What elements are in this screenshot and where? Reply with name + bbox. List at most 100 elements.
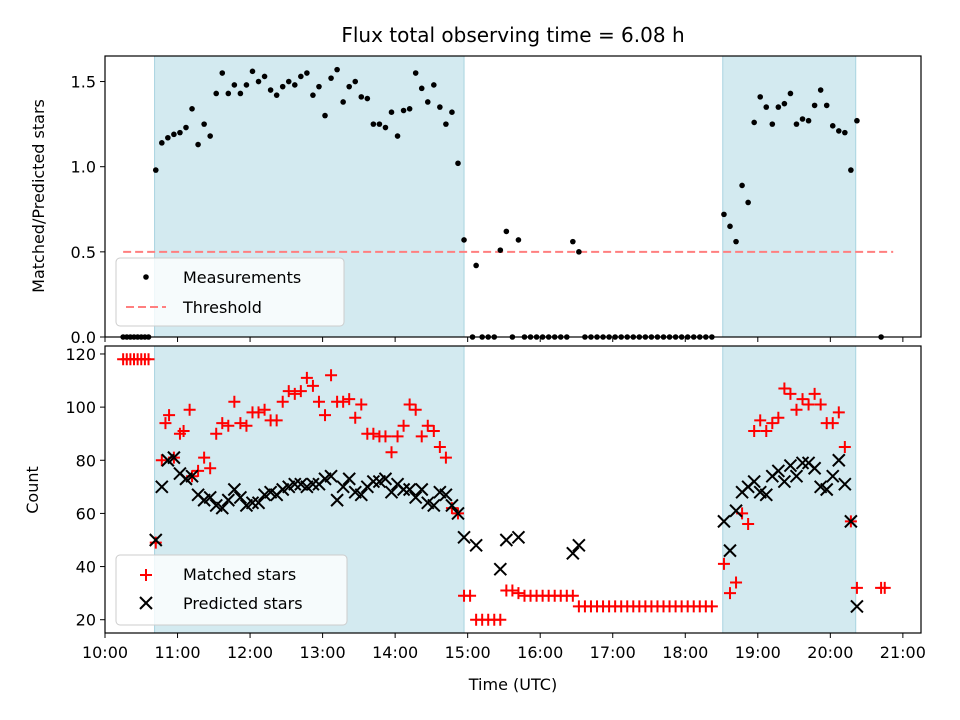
matched-star-point — [494, 613, 507, 626]
measurement-point — [388, 109, 395, 115]
measurement-point — [431, 82, 437, 88]
matched-star-point — [198, 451, 211, 464]
measurement-point — [781, 100, 788, 107]
predicted-star-point — [396, 482, 411, 497]
predicted-star-point — [233, 490, 248, 505]
matched-star-point — [282, 385, 295, 398]
matched-star-point — [512, 587, 525, 600]
predicted-star-point — [149, 533, 163, 547]
predicted-star-point — [499, 533, 514, 547]
legend-matched-marker — [140, 569, 152, 581]
matched-star-point — [349, 411, 362, 424]
matched-star-point — [832, 406, 845, 419]
measurement-point — [152, 167, 159, 173]
predicted-star-point — [771, 464, 786, 478]
measurement-point — [763, 104, 770, 110]
matched-star-point — [772, 411, 785, 424]
measurement-point — [201, 121, 207, 127]
measurement-point — [195, 141, 201, 148]
predicted-star-point — [415, 482, 429, 497]
measurement-point — [811, 102, 818, 109]
x-tick-label: 13:00 — [300, 643, 346, 662]
matched-star-point — [705, 600, 718, 613]
matched-star-point — [397, 419, 410, 432]
predicted-star-point — [838, 477, 852, 491]
matched-star-point — [464, 589, 477, 602]
x-axis-label: Time (UTC) — [468, 675, 557, 694]
matched-star-point — [288, 387, 301, 400]
predicted-star-point — [185, 469, 199, 483]
y-tick-label: 1.0 — [71, 158, 96, 177]
x-tick-label: 11:00 — [154, 643, 200, 662]
measurement-point — [328, 75, 334, 81]
predicted-star-point — [445, 498, 459, 513]
legend-measurements-label: Measurements — [183, 268, 301, 287]
matched-star-point — [427, 425, 440, 438]
predicted-star-point — [221, 493, 236, 507]
predicted-star-point — [566, 546, 580, 560]
matched-star-point — [808, 387, 821, 400]
predicted-star-point — [402, 482, 417, 497]
matched-star-point — [760, 425, 773, 438]
measurement-point — [285, 78, 292, 85]
measurement-point — [340, 99, 346, 105]
matched-star-point — [343, 393, 356, 406]
measurement-point — [189, 105, 195, 112]
matched-star-point — [385, 446, 398, 459]
matched-star-point — [155, 454, 168, 467]
bottom-axes-frame — [104, 345, 922, 634]
measurement-point — [291, 82, 298, 88]
measurement-point — [352, 78, 359, 85]
y-tick-label: 0.5 — [71, 243, 96, 262]
predicted-star-point — [408, 490, 423, 505]
measurement-point — [835, 128, 842, 134]
predicted-star-point — [384, 485, 399, 499]
matched-star-point — [204, 462, 217, 475]
legend-box — [115, 257, 345, 327]
measurement-point — [243, 82, 250, 88]
matched-star-point — [367, 427, 380, 440]
measurement-point — [346, 83, 352, 90]
matched-star-point — [306, 379, 319, 392]
measurement-point — [503, 228, 510, 235]
measurement-point — [418, 85, 425, 92]
measurement-point — [473, 262, 479, 269]
measurement-point — [793, 121, 800, 127]
measurement-point — [757, 94, 764, 100]
matched-star-point — [850, 581, 863, 594]
matched-star-point — [300, 371, 313, 384]
predicted-star-point — [427, 498, 441, 513]
measurement-point — [727, 223, 733, 230]
matched-star-point — [240, 419, 253, 432]
bottom-markers — [117, 353, 891, 626]
predicted-star-point — [729, 504, 743, 518]
matched-star-point — [325, 369, 338, 382]
matched-star-point — [142, 353, 155, 366]
legend-matched-label: Matched stars — [183, 565, 296, 584]
measurement-point — [400, 107, 407, 114]
x-tick-label: 20:00 — [807, 643, 853, 662]
matched-star-point — [222, 419, 235, 432]
x-tick-label: 21:00 — [880, 643, 926, 662]
predicted-star-point — [245, 496, 260, 510]
measurement-point — [461, 237, 467, 243]
x-tick-label: 14:00 — [372, 643, 418, 662]
measurement-point — [787, 90, 794, 97]
matched-star-point — [778, 382, 791, 395]
measurement-point — [219, 70, 226, 76]
predicted-star-point — [324, 469, 338, 483]
matched-star-point — [415, 430, 428, 443]
measurement-point — [799, 116, 806, 122]
matched-star-point — [439, 451, 452, 464]
top-axes-frame — [104, 55, 922, 338]
predicted-star-point — [723, 543, 737, 558]
measurement-point — [775, 104, 782, 110]
matched-star-point — [814, 398, 827, 411]
predicted-star-point — [572, 538, 586, 553]
measurement-point — [316, 83, 322, 90]
matched-star-point — [433, 440, 446, 453]
matched-star-point — [409, 403, 422, 416]
predicted-star-point — [330, 493, 344, 507]
top-y-ticks: 0.0 0.5 1.0 1.5 — [71, 73, 105, 347]
matched-star-point — [784, 387, 797, 400]
